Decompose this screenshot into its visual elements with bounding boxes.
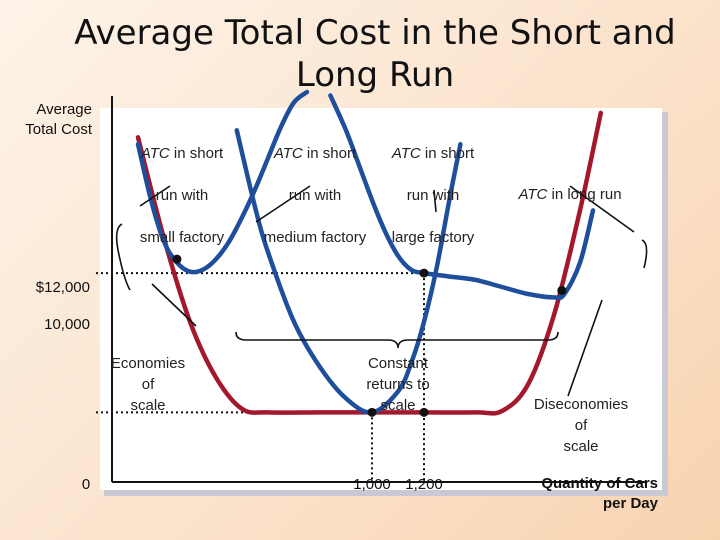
label-constant-returns: Constant returns to scale <box>366 355 430 414</box>
label-atc-large-line3: large factory <box>391 229 475 246</box>
label-atc-small-rest: in short <box>169 145 224 162</box>
data-point-0 <box>172 254 182 264</box>
label-atc-small-italic: ATC <box>140 145 170 162</box>
label-economies-of-scale: Economies of scale <box>110 355 186 414</box>
plot-panel <box>100 108 662 490</box>
label-atc-longrun-rest: in long run <box>547 186 622 203</box>
label-atc-small-line3: small factory <box>139 229 225 246</box>
label-atc-longrun-italic: ATC <box>518 186 548 203</box>
label-atc-large-italic: ATC <box>391 145 421 162</box>
x-tick-0: 0 <box>81 476 91 493</box>
x-tick-1000: 1,000 <box>353 476 391 493</box>
chart-title: Average Total Cost in the Short and Long… <box>74 13 676 95</box>
label-atc-medium-line2: run with <box>288 187 342 204</box>
pointer-line-1 <box>255 185 311 223</box>
label-atc-long-run: ATC in long run <box>504 163 636 205</box>
pointer-line-5 <box>567 299 603 397</box>
pointer-line-3 <box>569 185 635 233</box>
pointer-line-2 <box>433 189 437 213</box>
label-diseconomies-of-scale: Diseconomies of scale <box>533 396 629 455</box>
label-atc-large-factory: ATC in short run with large factory <box>374 122 492 248</box>
region-brace-1 <box>235 331 559 349</box>
y-tick-10000: 10,000 <box>44 316 90 333</box>
label-atc-large-rest: in short <box>420 145 475 162</box>
data-point-4 <box>557 285 567 295</box>
label-atc-medium-italic: ATC <box>273 145 303 162</box>
region-brace-2 <box>641 239 648 269</box>
label-atc-medium-factory: ATC in short run with medium factory <box>250 122 380 248</box>
series-curve-2 <box>328 93 596 301</box>
series-curve-0 <box>135 89 310 275</box>
x-axis-label: Quantity of Cars per Day <box>541 475 658 512</box>
region-brace-0 <box>115 223 131 291</box>
label-atc-small-factory: ATC in short run with small factory <box>118 122 246 248</box>
label-atc-large-line2: run with <box>406 187 460 204</box>
pointer-line-4 <box>151 283 197 327</box>
label-atc-small-line2: run with <box>155 187 209 204</box>
data-point-2 <box>419 268 429 278</box>
x-tick-1200: 1,200 <box>405 476 443 493</box>
label-atc-medium-rest: in short <box>302 145 357 162</box>
y-axis-label: Average Total Cost <box>25 101 92 138</box>
label-atc-medium-line3: medium factory <box>263 229 367 246</box>
pointer-line-0 <box>139 185 171 207</box>
data-point-3 <box>419 407 429 417</box>
data-point-1 <box>367 407 377 417</box>
y-tick-12000: $12,000 <box>35 279 90 296</box>
